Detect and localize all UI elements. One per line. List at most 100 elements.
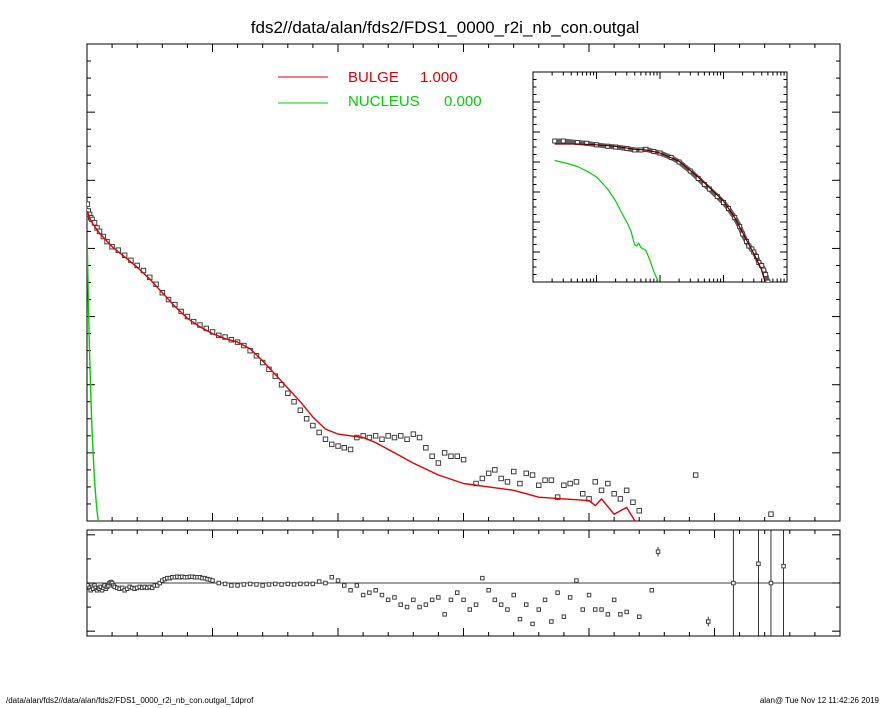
residual-point (555, 590, 560, 595)
legend-bulge-name: BULGE (348, 69, 399, 86)
data-point (768, 511, 774, 517)
data-point (561, 482, 567, 488)
residual-point (511, 592, 516, 598)
data-point (492, 467, 498, 473)
data-point (542, 477, 548, 483)
residual-point (461, 597, 466, 603)
data-point (706, 522, 711, 527)
data-point (429, 453, 435, 459)
residual-point (436, 595, 441, 600)
data-point (303, 416, 310, 422)
residual-point (567, 595, 573, 600)
residual-point (530, 621, 535, 627)
data-point (460, 456, 467, 463)
residual-point (574, 578, 579, 583)
residual-point (392, 595, 397, 600)
data-point (379, 436, 385, 442)
data-point (573, 479, 580, 485)
residual-point (266, 582, 272, 587)
residual-point (455, 590, 460, 595)
residual-point (298, 581, 303, 587)
residual-point (354, 583, 360, 588)
residual-point (605, 612, 611, 617)
residual-point (335, 578, 341, 583)
residual-plot (86, 529, 841, 637)
chart-title: fds2//data/alan/fds2/FDS1_0000_r2i_nb_co… (251, 18, 639, 37)
residual-point (505, 607, 510, 612)
data-point (329, 441, 335, 448)
data-point (316, 429, 322, 436)
residual-point (448, 597, 454, 603)
residual-point (285, 581, 291, 587)
residual-point (467, 607, 472, 612)
data-point (404, 436, 410, 442)
residual-point (561, 614, 567, 619)
residual-point (480, 575, 485, 581)
data-point (630, 499, 636, 505)
data-point (291, 399, 297, 405)
data-point (372, 433, 379, 439)
data-point (584, 140, 590, 146)
model-sum-line (554, 143, 766, 282)
data-point (322, 436, 329, 442)
residual-point (486, 588, 491, 593)
residual-point (316, 579, 322, 584)
data-point (656, 536, 661, 541)
nucleus-model-line (87, 244, 100, 521)
data-point (560, 138, 566, 144)
residual-point (706, 619, 711, 624)
data-point (285, 390, 291, 396)
residual-point (618, 612, 623, 617)
data-point (548, 477, 555, 483)
data-point (552, 138, 558, 144)
residual-point (150, 585, 155, 591)
data-point (744, 522, 749, 527)
residual-point (241, 582, 247, 587)
data-point (623, 487, 630, 494)
data-point (341, 445, 347, 451)
bulge-model-line (87, 210, 636, 521)
data-point (410, 431, 417, 437)
residual-point (254, 582, 259, 587)
residual-point (599, 607, 604, 612)
residual-point (291, 582, 297, 587)
data-point (310, 422, 316, 429)
data-point (454, 453, 460, 459)
data-point (347, 446, 354, 453)
residual-point (310, 581, 316, 587)
data-point (87, 201, 91, 207)
data-point (580, 491, 586, 497)
residual-point (155, 583, 160, 588)
residual-point (731, 580, 736, 586)
data-point (391, 434, 398, 441)
data-point (731, 522, 736, 527)
residual-point (517, 616, 523, 622)
data-point (423, 445, 429, 451)
data-point (636, 508, 642, 514)
data-point (611, 491, 617, 497)
data-point (763, 272, 769, 277)
residual-point (637, 614, 642, 619)
residual-point (367, 590, 372, 595)
data-point (504, 479, 511, 485)
data-point (781, 522, 786, 527)
residual-point (536, 607, 541, 612)
residual-point (655, 549, 661, 554)
residual-point (768, 580, 774, 586)
data-point (335, 443, 341, 449)
legend-bulge-value: 1.000 (420, 69, 458, 86)
data-point (554, 494, 561, 500)
residual-point (273, 581, 278, 587)
residual-point (429, 597, 435, 603)
residual-point (398, 602, 403, 607)
legend-nucleus-name: NUCLEUS (348, 93, 420, 110)
residual-point (235, 583, 240, 588)
data-point (692, 472, 699, 478)
data-point (479, 475, 486, 482)
residual-point (119, 585, 125, 591)
residual-point (781, 563, 786, 569)
footer-file-path: /data/alan/fds2//data/alan/fds2/FDS1_000… (6, 696, 254, 705)
data-point (605, 480, 611, 487)
data-point (765, 279, 771, 282)
